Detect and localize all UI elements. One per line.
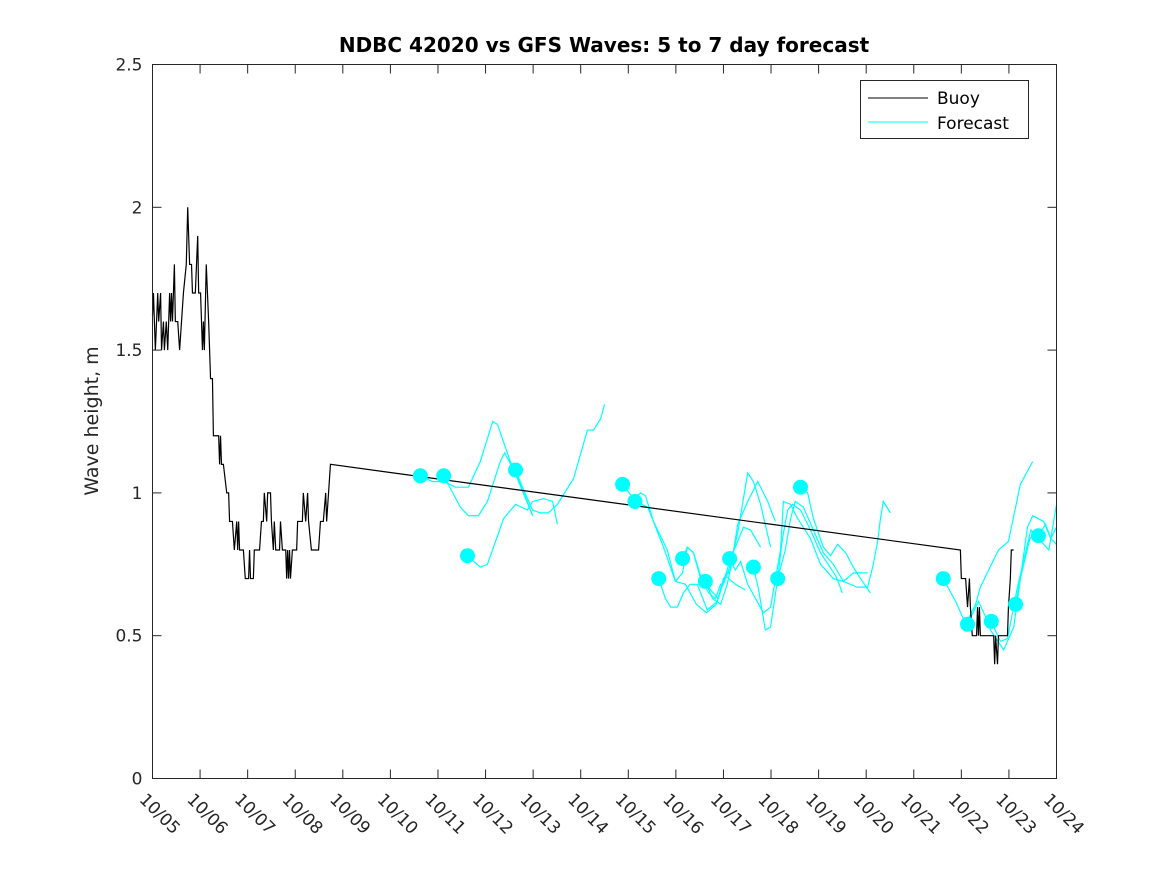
forecast-start-point — [651, 571, 667, 587]
x-tick-label: 10/05 — [135, 790, 184, 839]
forecast-line — [729, 500, 868, 614]
forecast-start-point — [960, 616, 976, 632]
x-tick-label: 10/14 — [563, 790, 612, 839]
forecast-start-point — [770, 571, 786, 587]
forecast-line — [942, 461, 1034, 620]
x-tick-label: 10/10 — [373, 790, 422, 839]
forecast-start-point — [1030, 528, 1046, 544]
forecast-start-point — [675, 551, 691, 567]
x-tick-label: 10/24 — [1039, 790, 1088, 839]
forecast-line — [514, 404, 606, 514]
forecast-start-point — [436, 468, 452, 484]
chart-title: NDBC 42020 vs GFS Waves: 5 to 7 day fore… — [339, 33, 870, 57]
forecast-line — [990, 504, 1058, 643]
forecast-start-point — [722, 551, 738, 567]
x-tick-label: 10/23 — [991, 790, 1040, 839]
forecast-start-point — [935, 571, 951, 587]
forecast-line — [681, 526, 762, 600]
legend: Buoy Forecast — [860, 80, 1029, 139]
x-tick-label: 10/07 — [230, 790, 279, 839]
x-tick-label: 10/09 — [325, 790, 374, 839]
y-axis-label: Wave height, m — [81, 346, 103, 495]
forecast-start-point — [745, 559, 761, 575]
legend-forecast-label: Forecast — [937, 114, 1009, 134]
axes: 10/0510/0610/0710/0810/0910/1010/1110/12… — [115, 56, 1087, 839]
y-tick-label: 0 — [132, 770, 143, 790]
x-tick-label: 10/06 — [183, 790, 232, 839]
forecast-start-point — [1008, 596, 1024, 612]
forecast-start-point — [793, 479, 809, 495]
x-tick-label: 10/21 — [896, 790, 945, 839]
forecast-line — [420, 420, 534, 516]
forecast-line — [634, 480, 776, 614]
forecast-line — [467, 497, 558, 568]
forecast-line — [800, 486, 871, 594]
x-tick-label: 10/19 — [801, 790, 850, 839]
forecast-start-point — [459, 548, 475, 564]
x-tick-label: 10/08 — [278, 790, 327, 839]
forecast-line — [752, 503, 843, 631]
plot-frame — [152, 64, 1057, 779]
x-tick-label: 10/13 — [516, 790, 565, 839]
forecast-start-point — [508, 462, 524, 478]
y-tick-label: 1.5 — [115, 341, 142, 361]
y-tick-label: 0.5 — [115, 627, 142, 647]
forecast-start-point — [412, 468, 428, 484]
x-tick-label: 10/18 — [753, 790, 802, 839]
x-tick-label: 10/20 — [849, 790, 898, 839]
legend-box — [860, 80, 1029, 139]
forecast-start-point — [615, 476, 631, 492]
forecast-start-point — [697, 573, 713, 589]
forecast-start-point — [627, 493, 643, 509]
plot-area — [151, 207, 1058, 665]
forecast-line — [704, 558, 734, 606]
x-tick-label: 10/16 — [658, 790, 707, 839]
x-tick-label: 10/12 — [468, 790, 517, 839]
forecast-line — [622, 471, 772, 600]
y-tick-label: 1 — [132, 484, 143, 504]
forecast-line — [777, 499, 891, 588]
x-tick-label: 10/17 — [706, 790, 755, 839]
buoy-line — [151, 207, 1014, 665]
forecast-start-point — [983, 613, 999, 629]
x-tick-label: 10/22 — [944, 790, 993, 839]
x-tick-label: 10/11 — [420, 790, 469, 839]
legend-buoy-label: Buoy — [937, 89, 980, 109]
y-tick-label: 2 — [132, 198, 143, 218]
forecast-line — [658, 574, 746, 612]
y-tick-label: 2.5 — [115, 56, 142, 76]
x-tick-label: 10/15 — [611, 790, 660, 839]
